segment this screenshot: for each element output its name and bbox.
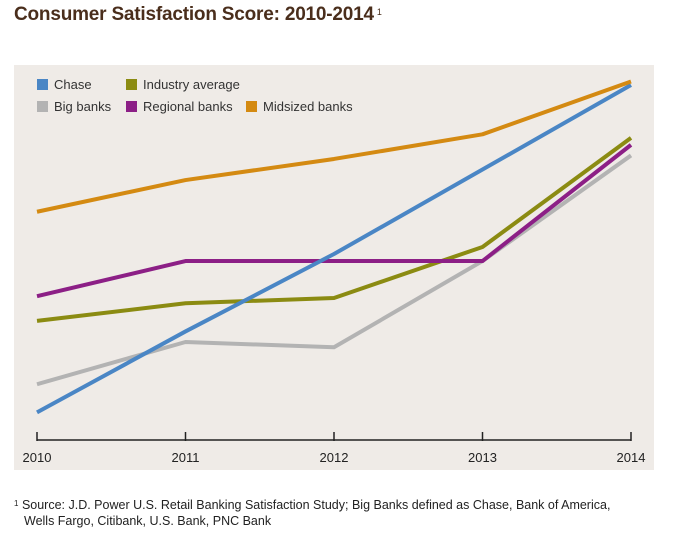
legend-swatch-midsized-banks <box>246 101 257 112</box>
x-tick-label: 2013 <box>468 450 497 465</box>
footnote: 1 Source: J.D. Power U.S. Retail Banking… <box>14 497 610 529</box>
series-line-midsized-banks <box>36 79 632 214</box>
series-line-industry-average <box>36 136 633 323</box>
legend-label-midsized-banks: Midsized banks <box>263 99 353 114</box>
legend-swatch-regional-banks <box>126 101 137 112</box>
footnote-mark: 1 <box>14 499 19 508</box>
series-layer <box>36 79 633 415</box>
legend-label-regional-banks: Regional banks <box>143 99 233 114</box>
series-line-chase <box>36 83 632 415</box>
legend-swatch-big-banks <box>37 101 48 112</box>
chart-title: Consumer Satisfaction Score: 2010-2014 1 <box>14 4 382 26</box>
x-tick-label: 2010 <box>23 450 52 465</box>
x-tick-label: 2011 <box>172 450 200 465</box>
series-line-big-banks <box>36 153 633 387</box>
legend-label-industry-average: Industry average <box>143 77 240 92</box>
series-line-regional-banks <box>36 143 633 299</box>
legend: Chase Industry average Big banks Regional b… <box>37 77 353 114</box>
footnote-line-2: Wells Fargo, Citibank, U.S. Bank, PNC Ba… <box>24 514 272 528</box>
title-footnote-mark: 1 <box>376 7 382 17</box>
legend-label-big-banks: Big banks <box>54 99 112 114</box>
footnote-line-1: Source: J.D. Power U.S. Retail Banking S… <box>21 498 611 512</box>
legend-swatch-industry-average <box>126 79 137 90</box>
x-tick-label: 2012 <box>320 450 349 465</box>
x-tick-label: 2014 <box>617 450 646 465</box>
chart-title-text: Consumer Satisfaction Score: 2010-2014 <box>14 4 374 25</box>
legend-swatch-chase <box>37 79 48 90</box>
line-chart: 2010 2011 2012 2013 2014 Chase Industry avera… <box>14 65 654 470</box>
legend-label-chase: Chase <box>54 77 92 92</box>
x-axis: 2010 2011 2012 2013 2014 <box>23 432 646 465</box>
